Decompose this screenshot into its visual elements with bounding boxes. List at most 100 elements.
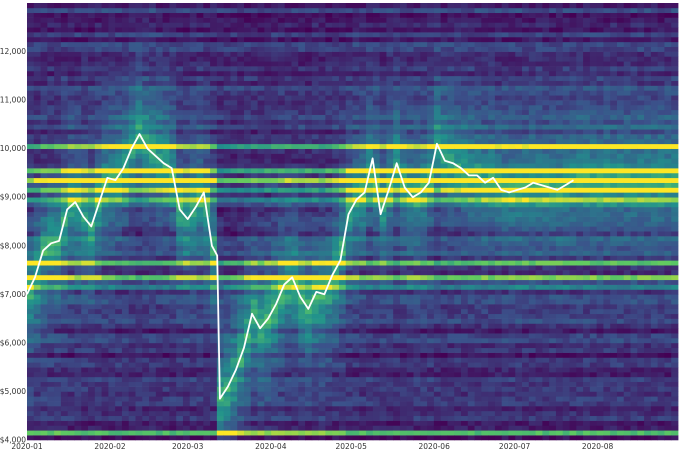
heatmap-cell [305,274,313,281]
heatmap-cell [81,376,89,383]
heatmap-cell [210,56,218,62]
heatmap-cell [149,153,157,159]
heatmap-cell [244,216,252,222]
heatmap-cell [352,357,360,363]
heatmap-cell [142,430,150,436]
heatmap-cell [277,192,286,198]
heatmap-cell [345,240,353,247]
heatmap-cell [216,415,225,421]
heatmap-cell [169,250,177,256]
heatmap-cell [257,260,265,266]
heatmap-cell [176,172,184,179]
heatmap-cell [54,323,62,329]
heatmap-cell [257,56,265,62]
heatmap-cell [352,32,360,38]
heatmap-cell [203,202,211,208]
heatmap-cell [298,245,306,251]
heatmap-cell [325,386,333,392]
heatmap-cell [271,109,279,115]
heatmap-cell [244,338,252,344]
heatmap-cell [230,352,238,358]
heatmap-cell [33,138,41,145]
heatmap-cell [216,3,225,9]
heatmap-cell [128,328,136,334]
heatmap-cell [338,202,347,208]
heatmap-cell [142,197,150,203]
heatmap-cell [230,75,238,81]
heatmap-cell [277,17,286,23]
heatmap-cell [27,172,35,179]
heatmap-cell [372,153,381,159]
heatmap-cell [67,415,75,421]
heatmap-cell [210,391,218,397]
heatmap-cell [27,425,35,431]
heatmap-cell [338,138,347,145]
heatmap-cell [298,226,306,232]
heatmap-cell [291,240,299,247]
heatmap-cell [399,430,408,436]
heatmap-cell [210,168,218,174]
heatmap-cell [386,294,394,300]
heatmap-cell [162,265,170,271]
heatmap-cell [332,410,340,417]
heatmap-cell [291,100,299,106]
heatmap-cell [108,381,116,387]
heatmap-cell [271,197,279,203]
heatmap-cell [372,396,381,402]
heatmap-cell [60,70,69,77]
heatmap-cell [94,284,102,290]
heatmap-cell [338,274,347,281]
heatmap-cell [237,80,245,86]
heatmap-cell [237,41,245,47]
heatmap-cell [67,338,75,344]
heatmap-cell [149,240,157,247]
heatmap-cell [40,313,48,319]
heatmap-cell [74,338,82,344]
heatmap-cell [298,56,306,62]
heatmap-cell [94,12,102,18]
heatmap-cell [223,75,231,81]
heatmap-cell [162,134,170,140]
heatmap-cell [149,104,157,111]
heatmap-cell [115,66,123,72]
heatmap-cell [345,304,353,310]
heatmap-cell [189,85,197,91]
heatmap-cell [169,216,177,222]
heatmap-cell [94,250,102,256]
heatmap-cell [325,367,333,373]
heatmap-cell [128,153,136,159]
heatmap-cell [40,46,48,52]
heatmap-cell [47,100,55,106]
heatmap-cell [305,168,313,174]
heatmap-cell [366,197,374,203]
heatmap-cell [210,75,218,81]
heatmap-cell [27,250,35,256]
heatmap-cell [271,352,279,358]
heatmap-cell [277,124,286,130]
heatmap-cell [189,265,197,271]
heatmap-cell [210,163,218,169]
heatmap-cell [67,192,75,198]
heatmap-cell [94,260,102,266]
heatmap-cell [379,304,387,310]
heatmap-cell [149,100,157,106]
heatmap-cell [74,51,82,57]
heatmap-cell [399,381,408,387]
heatmap-cell [149,323,157,329]
heatmap-cell [237,153,245,159]
heatmap-cell [250,265,258,271]
heatmap-cell [244,270,252,276]
heatmap-cell [264,226,272,232]
heatmap-cell [162,148,170,154]
heatmap-cell [318,90,326,96]
heatmap-cell [244,109,252,115]
heatmap-cell [135,7,143,14]
heatmap-cell [372,357,381,363]
heatmap-cell [345,202,353,208]
heatmap-cell [230,410,238,417]
heatmap-cell [318,362,326,368]
heatmap-cell [176,211,184,217]
heatmap-cell [210,367,218,373]
heatmap-cell [162,231,170,237]
heatmap-cell [332,381,340,387]
